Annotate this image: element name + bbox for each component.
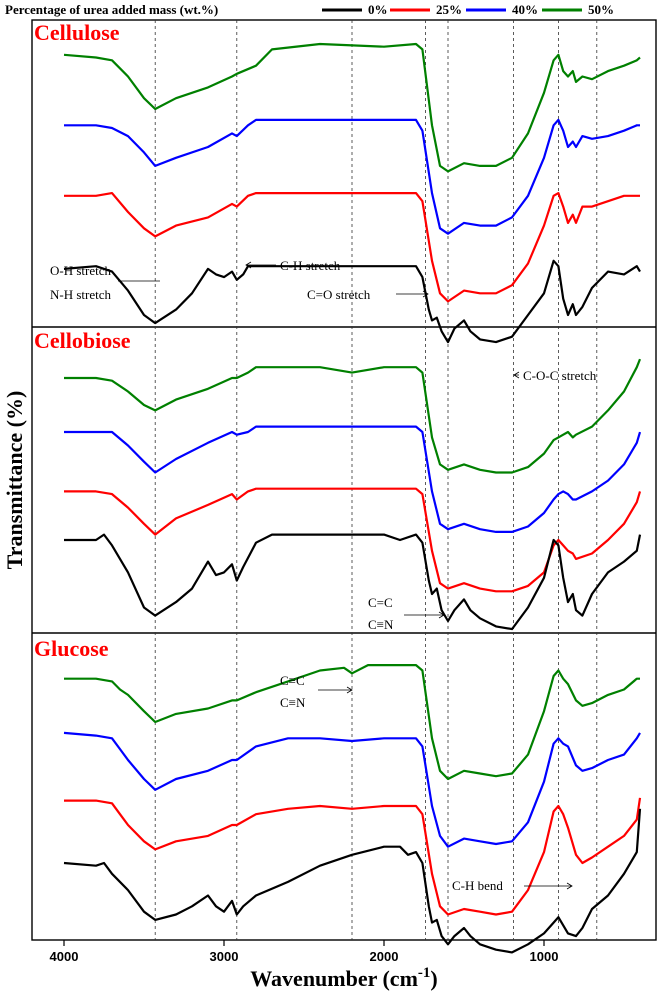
- panel-title-glucose: Glucose: [34, 636, 109, 661]
- annotation-co-stretch: C=O stretch: [307, 287, 371, 302]
- legend-label-1: 25%: [436, 2, 462, 17]
- arrow-ctc-ctn: [318, 686, 353, 694]
- annotation-ctn: C≡N: [280, 695, 306, 710]
- spectrum-cellulose-25pct: [64, 192, 640, 303]
- annotation-cn: C≡N: [368, 617, 394, 632]
- arrow-coc-stretch: [513, 371, 520, 379]
- arrow-ch-bend: [524, 882, 573, 890]
- spectrum-glucose-0pct: [63, 808, 642, 954]
- annotation-ctc: C≡C: [280, 673, 305, 688]
- plot-frame: [31, 19, 657, 941]
- panel-title-cellobiose: Cellobiose: [34, 328, 131, 353]
- arrow-cc-cn: [404, 611, 445, 619]
- spectrum-glucose-40pct: [63, 731, 641, 848]
- spectrum-cellobiose-50pct: [64, 358, 642, 474]
- annotations-glucose: C≡C C≡N C-H bend: [280, 673, 573, 893]
- x-tick-label-4000: 4000: [50, 949, 79, 964]
- annotation-ch-stretch: C-H stretch: [280, 258, 341, 273]
- spectrum-cellobiose-40pct: [64, 425, 642, 533]
- x-tick-label-2000: 2000: [370, 949, 399, 964]
- spectrum-cellobiose-0pct: [64, 533, 642, 631]
- legend-label-2: 40%: [512, 2, 538, 17]
- annotations-cellobiose: C-O-C stretch C=C C≡N: [368, 368, 597, 632]
- x-axis-title-superscript: -1: [418, 965, 431, 981]
- panel-title-cellulose: Cellulose: [34, 20, 120, 45]
- x-tick-label-3000: 3000: [210, 949, 239, 964]
- spectrum-cellulose-50pct: [63, 42, 641, 173]
- legend-title: Percentage of urea added mass (wt.%): [5, 2, 218, 17]
- x-axis-ticks: 4000 3000 2000 1000: [50, 940, 559, 964]
- annotation-nh-stretch: N-H stretch: [50, 287, 112, 302]
- spectrum-glucose-50pct: [64, 664, 640, 781]
- annotations-cellulose: O-H stretch N-H stretch C-H stretch C=O …: [50, 258, 429, 302]
- y-axis-title: Transmittance (%): [2, 391, 27, 570]
- x-axis-title-close: ): [430, 966, 437, 991]
- spectra: [63, 42, 642, 954]
- legend-label-0: 0%: [368, 2, 388, 17]
- x-axis-title-text: Wavenumber (cm: [250, 966, 418, 991]
- legend-label-3: 50%: [588, 2, 614, 17]
- annotation-ch-bend: C-H bend: [452, 878, 503, 893]
- spectrum-cellulose-40pct: [64, 118, 640, 235]
- spectrum-glucose-25pct: [64, 797, 642, 916]
- annotation-coc-stretch: C-O-C stretch: [523, 368, 597, 383]
- x-tick-label-1000: 1000: [530, 949, 559, 964]
- arrow-co-stretch: [396, 290, 429, 298]
- spectrum-cellulose-0pct: [63, 259, 641, 344]
- arrow-ch-stretch: [245, 261, 276, 269]
- legend: Percentage of urea added mass (wt.%) 0% 2…: [5, 2, 614, 17]
- reference-lines: [154, 20, 598, 940]
- annotation-oh-stretch: O-H stretch: [50, 263, 112, 278]
- x-axis-title: Wavenumber (cm-1): [250, 965, 437, 991]
- annotation-cc: C=C: [368, 595, 393, 610]
- spectrum-cellobiose-25pct: [64, 487, 642, 593]
